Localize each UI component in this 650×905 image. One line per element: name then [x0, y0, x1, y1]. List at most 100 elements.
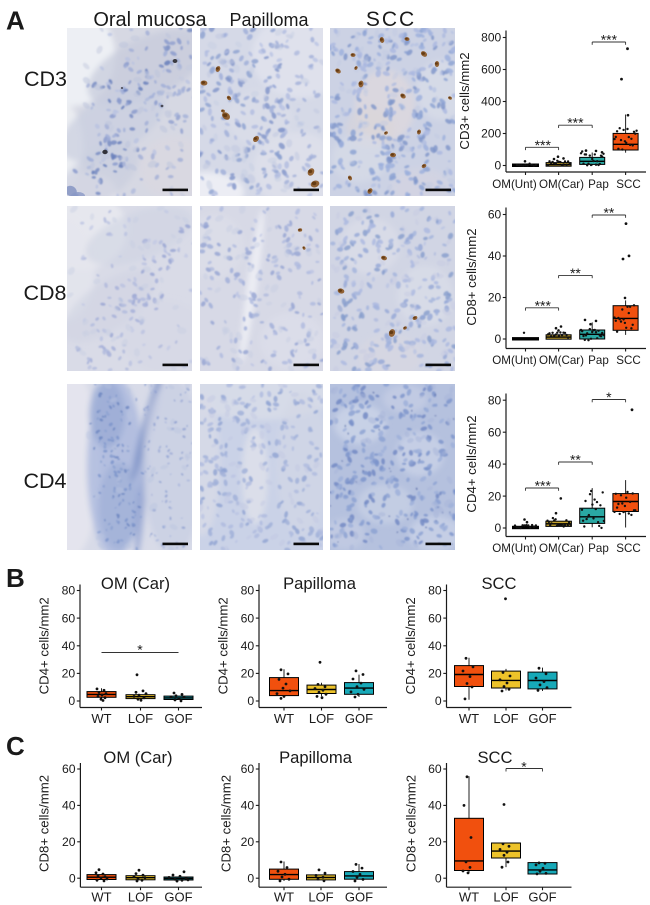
svg-text:SCC: SCC: [616, 354, 640, 367]
svg-text:Papilloma: Papilloma: [279, 748, 353, 767]
svg-text:CD4+ cells/mm2: CD4+ cells/mm2: [403, 597, 418, 694]
svg-text:40: 40: [488, 457, 502, 471]
svg-text:B: B: [6, 563, 25, 593]
svg-text:CD4+ cells/mm2: CD4+ cells/mm2: [464, 415, 479, 512]
svg-text:CD4: CD4: [23, 469, 66, 493]
svg-text:***: ***: [535, 137, 552, 153]
svg-text:600: 600: [481, 63, 501, 77]
svg-text:GOF: GOF: [528, 711, 556, 726]
svg-text:80: 80: [428, 584, 442, 598]
svg-text:A: A: [6, 6, 25, 36]
svg-text:LOF: LOF: [493, 890, 518, 905]
svg-text:***: ***: [567, 115, 584, 131]
svg-text:20: 20: [62, 835, 76, 849]
svg-text:C: C: [6, 731, 25, 761]
svg-text:60: 60: [241, 611, 255, 625]
svg-text:400: 400: [481, 95, 501, 109]
svg-text:WT: WT: [91, 890, 111, 905]
svg-text:0: 0: [68, 694, 75, 708]
svg-text:OM(Unt): OM(Unt): [492, 542, 537, 555]
svg-text:40: 40: [488, 249, 502, 263]
svg-text:0: 0: [247, 694, 254, 708]
svg-text:20: 20: [241, 667, 255, 681]
svg-text:LOF: LOF: [309, 711, 334, 726]
svg-text:OM (Car): OM (Car): [103, 748, 172, 767]
svg-text:Pap: Pap: [588, 178, 609, 191]
svg-text:0: 0: [435, 871, 442, 885]
svg-text:Oral mucosa: Oral mucosa: [93, 9, 207, 31]
svg-text:CD8+ cells/mm2: CD8+ cells/mm2: [404, 775, 419, 872]
svg-text:20: 20: [488, 291, 502, 305]
svg-text:GOF: GOF: [164, 890, 192, 905]
svg-text:CD3: CD3: [24, 67, 67, 91]
svg-text:WT: WT: [274, 890, 294, 905]
svg-text:OM(Unt): OM(Unt): [492, 178, 537, 191]
svg-text:0: 0: [495, 332, 502, 346]
svg-text:20: 20: [428, 835, 442, 849]
svg-text:20: 20: [488, 489, 502, 503]
svg-text:40: 40: [62, 799, 76, 813]
svg-text:Papilloma: Papilloma: [283, 574, 357, 593]
svg-text:20: 20: [241, 835, 255, 849]
svg-text:CD3+ cells/mm2: CD3+ cells/mm2: [457, 52, 472, 149]
svg-text:SCC: SCC: [366, 8, 416, 31]
svg-text:CD8: CD8: [23, 281, 66, 305]
svg-text:0: 0: [247, 871, 254, 885]
svg-text:60: 60: [62, 611, 76, 625]
svg-text:800: 800: [481, 31, 501, 45]
svg-text:0: 0: [435, 694, 442, 708]
svg-text:60: 60: [428, 611, 442, 625]
svg-text:Pap: Pap: [588, 542, 609, 555]
svg-text:80: 80: [488, 393, 502, 407]
svg-text:80: 80: [241, 584, 255, 598]
svg-text:40: 40: [428, 799, 442, 813]
svg-text:Pap: Pap: [588, 354, 609, 367]
svg-text:GOF: GOF: [345, 711, 373, 726]
svg-text:***: ***: [601, 32, 618, 48]
svg-text:60: 60: [488, 425, 502, 439]
svg-text:GOF: GOF: [528, 890, 556, 905]
svg-text:GOF: GOF: [345, 890, 373, 905]
svg-text:SCC: SCC: [481, 574, 516, 593]
svg-text:WT: WT: [274, 711, 294, 726]
svg-text:LOF: LOF: [128, 890, 153, 905]
svg-text:WT: WT: [459, 890, 479, 905]
svg-text:OM(Car): OM(Car): [539, 542, 584, 555]
svg-text:40: 40: [241, 639, 255, 653]
svg-text:OM(Car): OM(Car): [539, 354, 584, 367]
svg-text:OM (Car): OM (Car): [101, 574, 170, 593]
svg-text:CD4+ cells/mm2: CD4+ cells/mm2: [216, 597, 231, 694]
svg-text:0: 0: [69, 871, 76, 885]
svg-text:CD4+ cells/mm2: CD4+ cells/mm2: [37, 597, 52, 694]
svg-text:20: 20: [62, 667, 76, 681]
svg-text:20: 20: [428, 667, 442, 681]
svg-text:*: *: [137, 641, 143, 657]
svg-text:WT: WT: [91, 711, 111, 726]
svg-text:*: *: [521, 758, 527, 774]
svg-text:80: 80: [62, 584, 76, 598]
svg-text:WT: WT: [459, 711, 479, 726]
svg-text:0: 0: [495, 521, 502, 535]
svg-text:60: 60: [241, 762, 255, 776]
svg-text:LOF: LOF: [308, 890, 333, 905]
svg-text:**: **: [570, 265, 581, 281]
svg-text:SCC: SCC: [616, 542, 640, 555]
svg-text:***: ***: [535, 478, 552, 494]
svg-text:60: 60: [488, 208, 502, 222]
svg-text:OM(Unt): OM(Unt): [492, 354, 537, 367]
svg-text:**: **: [603, 205, 614, 221]
svg-text:CD8+ cells/mm2: CD8+ cells/mm2: [219, 775, 234, 872]
svg-text:40: 40: [62, 639, 76, 653]
svg-text:40: 40: [428, 639, 442, 653]
svg-text:CD8+ cells/mm2: CD8+ cells/mm2: [464, 228, 479, 325]
svg-text:OM(Car): OM(Car): [539, 178, 584, 191]
svg-text:***: ***: [535, 297, 552, 313]
svg-text:60: 60: [62, 762, 76, 776]
svg-text:LOF: LOF: [128, 711, 153, 726]
svg-text:200: 200: [481, 127, 501, 141]
svg-text:CD8+ cells/mm2: CD8+ cells/mm2: [37, 775, 52, 872]
svg-text:SCC: SCC: [477, 748, 512, 767]
svg-text:Papilloma: Papilloma: [229, 10, 309, 30]
svg-text:SCC: SCC: [616, 178, 640, 191]
svg-text:0: 0: [495, 159, 502, 173]
